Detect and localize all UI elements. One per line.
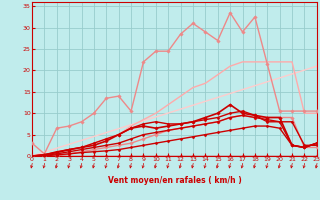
- X-axis label: Vent moyen/en rafales ( km/h ): Vent moyen/en rafales ( km/h ): [108, 176, 241, 185]
